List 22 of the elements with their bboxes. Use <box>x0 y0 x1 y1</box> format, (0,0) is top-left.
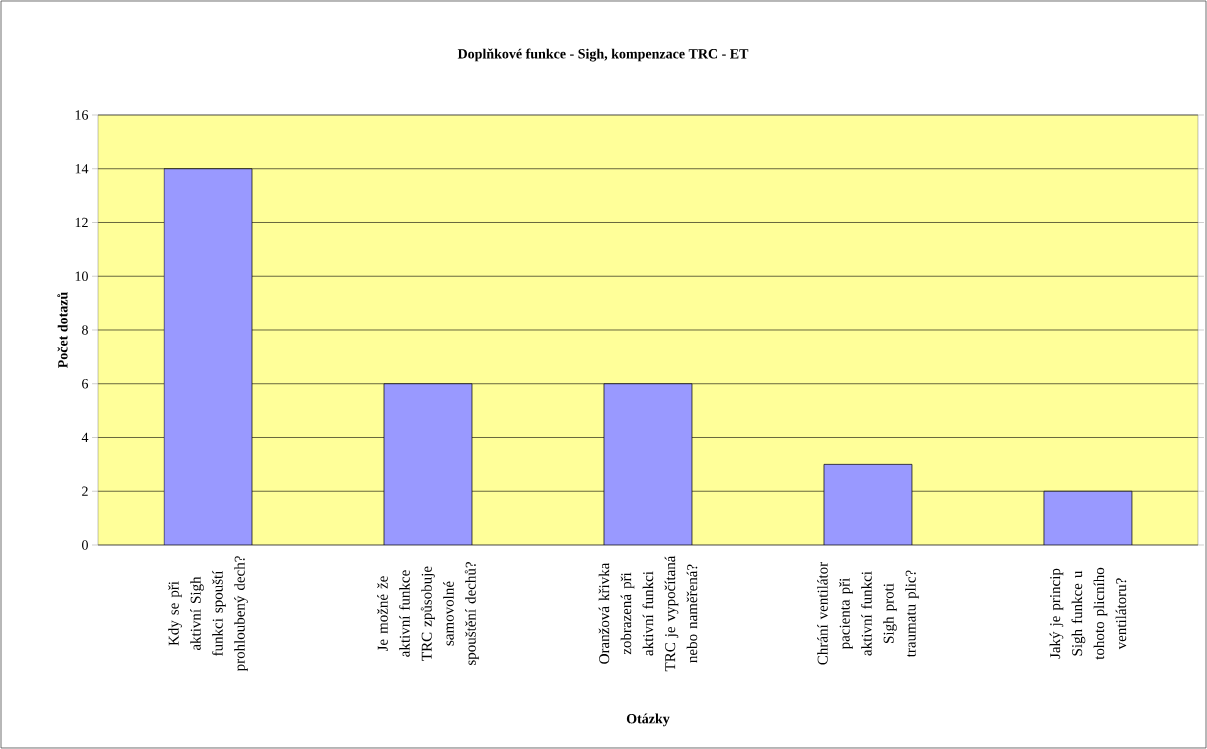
y-tick-label: 16 <box>75 110 89 120</box>
y-tick-label: 4 <box>81 432 89 443</box>
y-tick-label: 14 <box>75 164 89 174</box>
x-tick-label: Jaký je princip Sigh funkce u tohoto plicního ventilátoru? <box>1049 567 1127 660</box>
bar <box>823 464 913 545</box>
bar <box>163 168 253 545</box>
y-tick-label: 8 <box>82 325 88 335</box>
x-tick-label: Kdy se při aktivní Sigh funkci spouští prohloubený dech? <box>168 556 248 672</box>
y-tick-label: 12 <box>75 217 88 228</box>
y-tick-label: 0 <box>82 540 88 550</box>
x-tick-label: Oranžová křivka zobrazená při aktivní funkci TRC je vypočítaná nebo naměřená? <box>598 555 698 672</box>
chart-title: Doplňkové funkce - Sigh, kompenzace TRC - ET <box>457 48 749 62</box>
bar <box>1043 490 1133 545</box>
y-tick-label: 6 <box>82 379 89 389</box>
bar <box>383 383 473 545</box>
y-tick-label: 2 <box>82 486 88 496</box>
x-tick-label: Chrání ventilátor pacienta při aktivní funkci Sigh proti traumatu plic? <box>817 561 919 665</box>
x-axis-title: Otázky <box>626 713 670 727</box>
y-tick-label: 10 <box>75 271 88 281</box>
x-tick-label: Je možné že aktivní funkce TRC způsobuje samovolné spouštění dechů? <box>377 562 479 665</box>
bar <box>603 383 693 545</box>
y-axis-title: Počet dotazů <box>57 292 68 369</box>
